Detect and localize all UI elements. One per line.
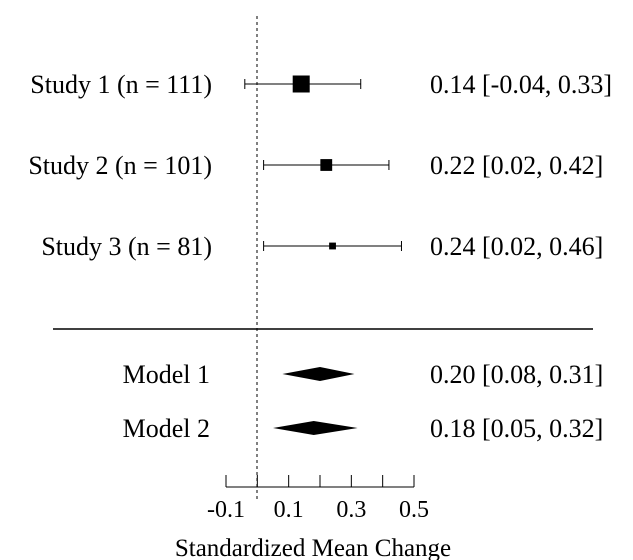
- summary-diamond: [282, 367, 355, 381]
- x-tick-label: 0.1: [274, 497, 304, 523]
- ci-text: 0.14 [-0.04, 0.33]: [430, 70, 612, 99]
- summary-diamond: [273, 421, 358, 435]
- study-label: Study 3 (n = 81): [41, 232, 212, 261]
- forest-rows: Study 1 (n = 111) 0.14 [-0.04, 0.33] Study…: [28, 70, 612, 443]
- point-estimate-square: [329, 242, 336, 250]
- study-label: Study 1 (n = 111): [30, 70, 212, 99]
- model-label: Model 2: [123, 414, 210, 443]
- x-axis: -0.1 0.1 0.3 0.5: [207, 475, 429, 523]
- ci-text: 0.22 [0.02, 0.42]: [430, 151, 603, 180]
- ci-text: 0.20 [0.08, 0.31]: [430, 360, 603, 389]
- x-axis-label: Standardized Mean Change: [175, 535, 451, 560]
- ci-text: 0.18 [0.05, 0.32]: [430, 414, 603, 443]
- x-tick-label: -0.1: [207, 497, 245, 523]
- study-label: Study 2 (n = 101): [28, 151, 212, 180]
- model-label: Model 1: [123, 360, 210, 389]
- x-tick-label: 0.3: [336, 497, 366, 523]
- point-estimate-square: [292, 75, 310, 93]
- x-tick-label: 0.5: [399, 497, 429, 523]
- point-estimate-square: [320, 159, 333, 171]
- ci-text: 0.24 [0.02, 0.46]: [430, 232, 603, 261]
